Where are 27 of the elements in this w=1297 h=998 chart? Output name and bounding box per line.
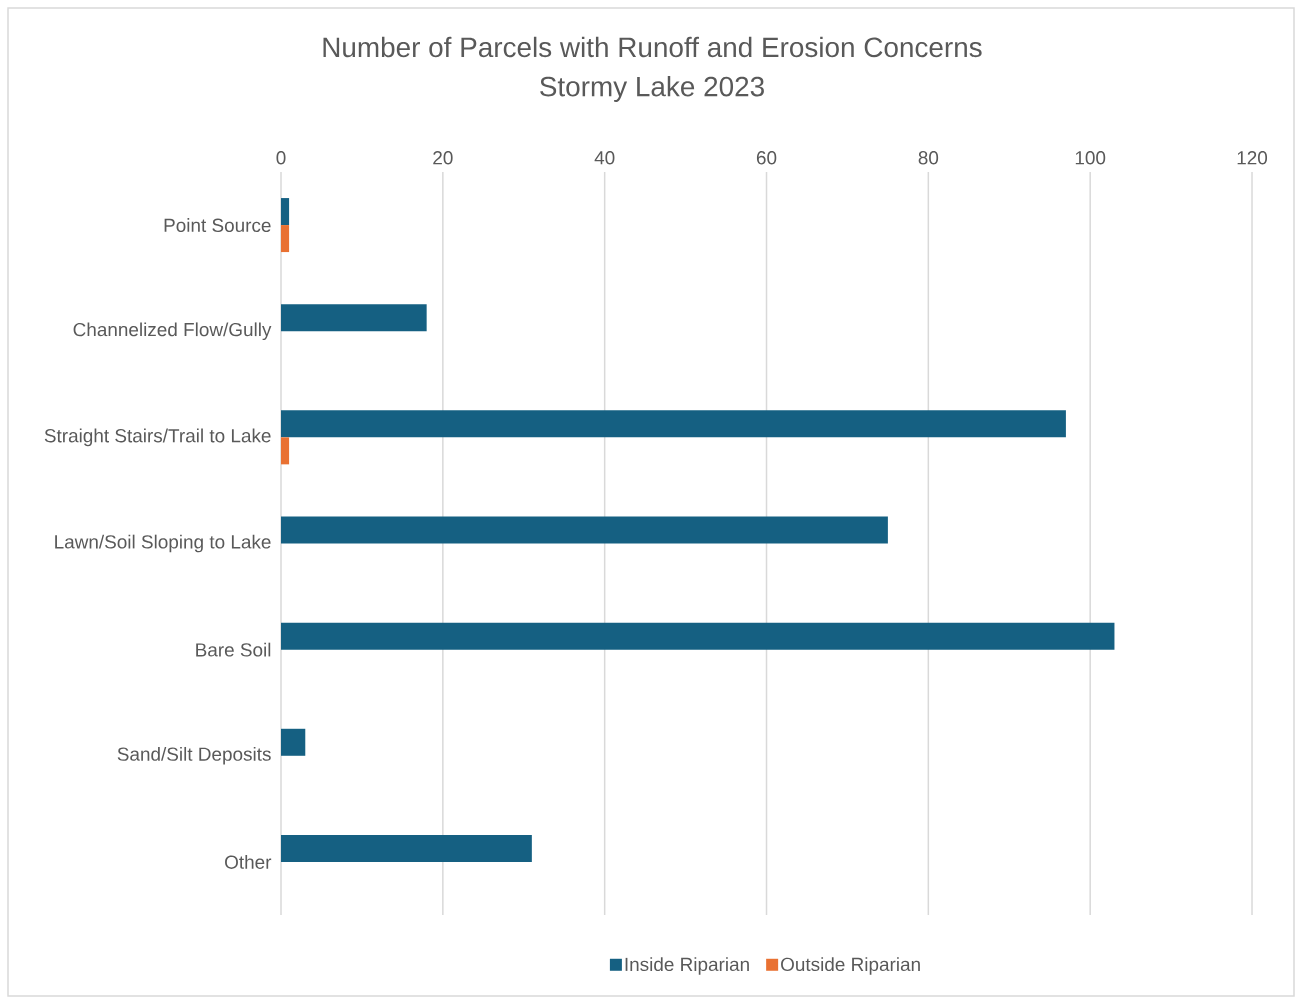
bar: [281, 622, 1115, 650]
bar: [281, 225, 290, 253]
y-tick-label: Channelized Flow/Gully: [73, 322, 272, 341]
legend-label: Inside Riparian: [625, 957, 749, 975]
bar: [281, 516, 888, 544]
y-tick-label: Bare Soil: [196, 642, 271, 657]
bar: [281, 437, 290, 465]
bar: [281, 834, 532, 862]
y-tick-label: Sand/Silt Deposits: [117, 746, 271, 765]
x-tick-label: 0: [276, 151, 286, 165]
y-tick-label: Lawn/Soil Sloping to Lake: [55, 534, 271, 553]
x-tick-label: 60: [756, 151, 777, 165]
bar: [281, 304, 427, 332]
chart-title: Number of Parcels with Runoff and Erosion Concerns: [323, 36, 982, 58]
x-tick-label: 80: [918, 151, 939, 165]
bar: [281, 198, 290, 226]
x-tick-label: 20: [433, 151, 453, 165]
x-tick-label: 100: [1075, 151, 1106, 165]
y-tick-label: Other: [225, 854, 272, 869]
x-tick-label: 40: [594, 151, 615, 165]
y-tick-label: Straight Stairs/Trail to Lake: [44, 428, 271, 447]
chart-subtitle: Stormy Lake 2023: [540, 76, 764, 102]
bar: [281, 410, 1066, 438]
legend-label: Outside Riparian: [781, 957, 920, 975]
x-tick-label: 120: [1237, 151, 1268, 165]
bar: [281, 728, 306, 756]
y-tick-label: Point Source: [164, 218, 271, 233]
